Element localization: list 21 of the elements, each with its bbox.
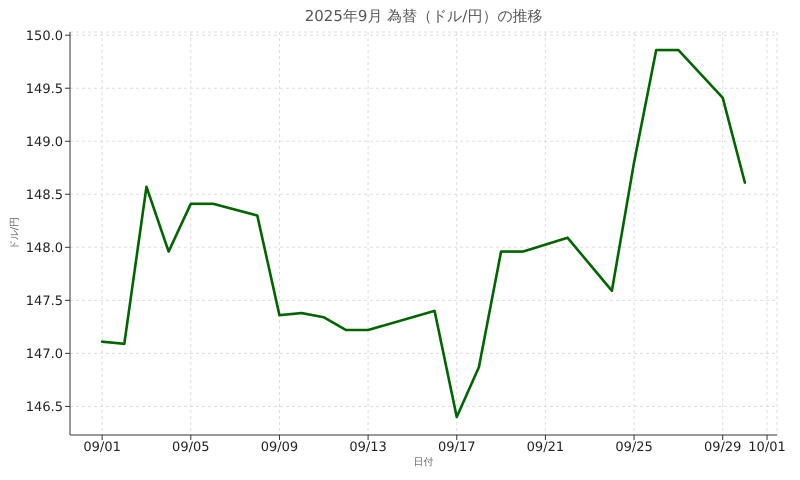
x-tick-label: 09/09 xyxy=(260,440,298,456)
x-tick-label: 09/25 xyxy=(615,440,653,456)
y-tick-label: 149.0 xyxy=(26,134,63,150)
chart-title: 2025年9月 為替（ドル/円）の推移 xyxy=(304,7,544,26)
x-tick-label: 10/01 xyxy=(748,440,786,456)
y-tick-label: 150.0 xyxy=(26,28,63,44)
x-tick-label: 09/13 xyxy=(349,440,387,456)
x-tick-label: 09/29 xyxy=(704,440,742,456)
y-tick-label: 149.5 xyxy=(26,82,63,97)
y-tick-label: 147.0 xyxy=(26,346,63,362)
x-tick-label: 09/05 xyxy=(172,440,210,456)
y-tick-label: 148.5 xyxy=(26,188,63,203)
x-axis-title: 日付 xyxy=(414,457,434,468)
y-tick-label: 148.0 xyxy=(26,240,63,256)
y-axis-title: ドル/円 xyxy=(10,216,21,250)
y-tick-label: 146.5 xyxy=(26,400,63,415)
x-tick-label: 09/01 xyxy=(83,440,121,456)
line-series xyxy=(100,48,746,418)
x-tick-label: 09/21 xyxy=(526,440,564,456)
x-tick-label: 09/17 xyxy=(438,440,476,456)
y-tick-label: 147.5 xyxy=(26,294,63,309)
